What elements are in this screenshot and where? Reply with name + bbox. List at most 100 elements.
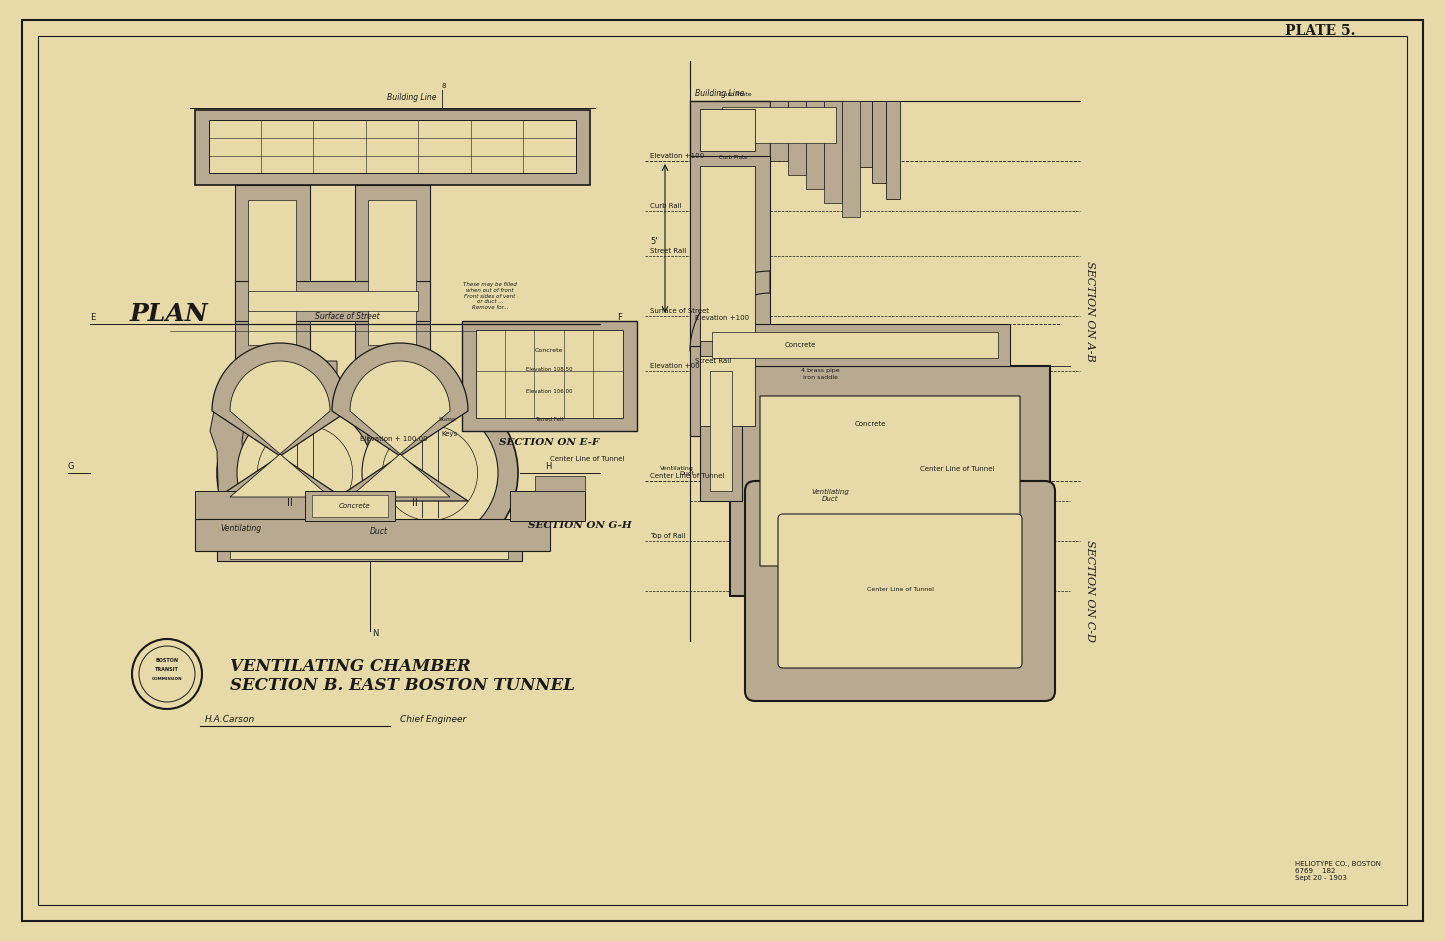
Text: Curb Plate: Curb Plate — [720, 155, 747, 160]
Text: 8: 8 — [442, 83, 447, 89]
FancyBboxPatch shape — [730, 366, 1051, 596]
Text: H.A.Carson: H.A.Carson — [205, 715, 256, 724]
Text: 4 brass pipe: 4 brass pipe — [801, 368, 840, 373]
Bar — [249, 200, 296, 345]
Text: Chief Engineer: Chief Engineer — [400, 715, 467, 724]
Text: Keys: Keys — [441, 431, 457, 437]
Text: BOSTON: BOSTON — [156, 658, 179, 663]
Text: Elevation 106.00: Elevation 106.00 — [526, 389, 572, 393]
Text: SECTION ON G-H: SECTION ON G-H — [527, 521, 631, 530]
Text: These may be filled
when out of front
Front sides of vent
or duct ...
Remove for: These may be filled when out of front Fr… — [462, 282, 517, 311]
Bar — [858, 101, 871, 167]
Bar — [236, 281, 431, 321]
Text: TRANSIT: TRANSIT — [155, 667, 179, 672]
Text: Concrete: Concrete — [785, 342, 815, 348]
Circle shape — [237, 405, 373, 541]
Text: Elevation 108.50: Elevation 108.50 — [526, 366, 572, 372]
Circle shape — [363, 405, 499, 541]
Polygon shape — [431, 361, 517, 549]
Text: E: E — [90, 313, 95, 322]
Bar — [699, 109, 754, 151]
Polygon shape — [691, 271, 770, 351]
Bar — [236, 185, 311, 361]
FancyBboxPatch shape — [777, 514, 1022, 668]
Text: Street Rail: Street Rail — [650, 248, 686, 254]
Polygon shape — [332, 343, 468, 501]
Bar — [249, 291, 418, 311]
Text: VENTILATING CHAMBER
SECTION B. EAST BOSTON TUNNEL: VENTILATING CHAMBER SECTION B. EAST BOST… — [230, 658, 575, 694]
Text: Duct: Duct — [370, 527, 389, 536]
Bar — [714, 101, 844, 151]
Text: Center Line of Tunnel: Center Line of Tunnel — [867, 587, 933, 592]
Bar — [788, 101, 806, 175]
Text: SECTION ON A-B: SECTION ON A-B — [1085, 261, 1095, 361]
Bar — [770, 101, 788, 161]
Bar — [368, 200, 416, 345]
Bar — [842, 101, 860, 217]
Text: SECTION ON E-F: SECTION ON E-F — [499, 438, 600, 447]
Polygon shape — [350, 361, 449, 497]
Bar — [712, 332, 998, 358]
Text: II: II — [288, 498, 293, 508]
Polygon shape — [305, 361, 376, 551]
FancyBboxPatch shape — [746, 481, 1055, 701]
Bar — [886, 101, 900, 199]
Text: Center Line of Tunnel: Center Line of Tunnel — [920, 466, 994, 472]
Bar — [871, 101, 886, 183]
Bar — [722, 107, 837, 143]
Bar — [462, 321, 637, 431]
Text: Street Rail: Street Rail — [695, 358, 731, 364]
Bar — [230, 545, 509, 559]
Text: COMMISSION: COMMISSION — [152, 677, 182, 681]
Text: Top of Rail: Top of Rail — [650, 533, 686, 539]
Text: Sump: Sump — [439, 417, 457, 422]
Bar — [217, 539, 522, 561]
Text: Concrete: Concrete — [340, 503, 371, 509]
Text: Elevation +100: Elevation +100 — [650, 153, 704, 159]
Bar — [210, 120, 577, 173]
Circle shape — [217, 385, 393, 561]
Text: Concrete: Concrete — [535, 348, 564, 353]
Text: HELIOTYPE CO., BOSTON
6769    182
Sept 20 - 1903: HELIOTYPE CO., BOSTON 6769 182 Sept 20 -… — [1295, 861, 1381, 881]
Text: Surface of Street: Surface of Street — [315, 312, 380, 321]
Bar — [691, 346, 770, 436]
Text: PLAN: PLAN — [130, 302, 208, 326]
Bar — [312, 495, 389, 517]
Bar — [195, 491, 305, 521]
Text: SECTION ON C-D: SECTION ON C-D — [1085, 540, 1095, 642]
Bar — [195, 110, 590, 185]
Text: Elevation + 100.00: Elevation + 100.00 — [360, 436, 428, 442]
Text: Curb Rail: Curb Rail — [650, 203, 682, 209]
Bar — [824, 101, 842, 203]
Text: Curb Plate: Curb Plate — [720, 92, 751, 97]
Polygon shape — [210, 361, 311, 559]
Bar — [806, 101, 824, 189]
Bar — [699, 166, 754, 341]
Text: Center Line of Tunnel: Center Line of Tunnel — [551, 456, 624, 462]
Text: 5': 5' — [650, 236, 657, 246]
Bar — [510, 491, 585, 521]
Bar — [844, 101, 858, 151]
Text: Center Line of Tunnel: Center Line of Tunnel — [650, 473, 724, 479]
Text: N: N — [371, 629, 379, 638]
Bar — [699, 356, 754, 426]
Text: Building Line: Building Line — [387, 93, 436, 102]
Polygon shape — [350, 361, 428, 551]
Circle shape — [131, 639, 202, 709]
Text: H: H — [545, 462, 552, 471]
Text: Elevation +100: Elevation +100 — [695, 315, 749, 321]
Text: Surface of Street: Surface of Street — [650, 308, 709, 314]
FancyBboxPatch shape — [760, 396, 1020, 566]
Polygon shape — [230, 361, 329, 497]
Text: F: F — [617, 313, 621, 322]
Text: Ventilating
Duct: Ventilating Duct — [811, 489, 850, 502]
Text: II: II — [412, 498, 418, 508]
Text: Ventilating
Duct: Ventilating Duct — [660, 466, 694, 476]
Text: Ventilating: Ventilating — [220, 524, 262, 533]
Text: PLATE 5.: PLATE 5. — [1285, 24, 1355, 38]
Bar — [195, 519, 551, 551]
Text: G: G — [68, 462, 75, 471]
Bar — [535, 476, 585, 491]
Bar — [475, 330, 623, 418]
Bar — [355, 185, 431, 361]
